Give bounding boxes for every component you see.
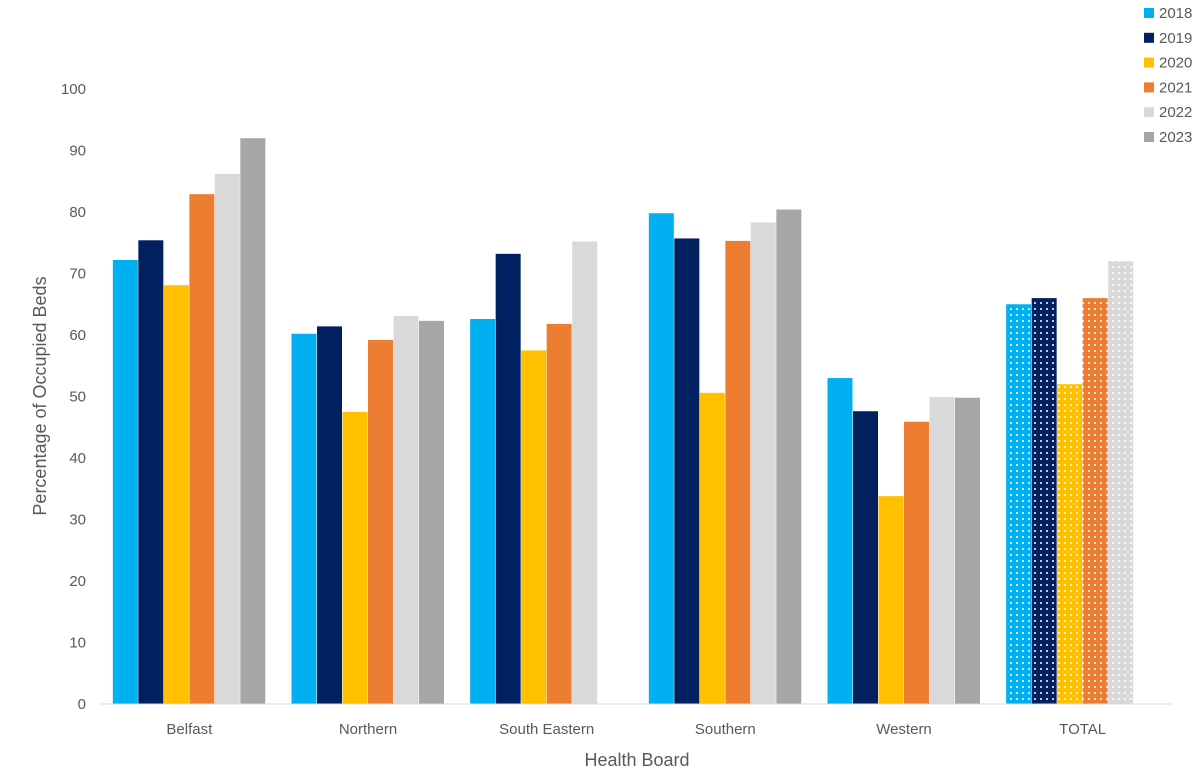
legend-swatch-2021: [1144, 82, 1154, 93]
x-tick-label: Southern: [695, 721, 756, 738]
x-tick-label: South Eastern: [499, 721, 594, 738]
bar-western-2020: [878, 496, 904, 704]
bar-western-2023: [955, 397, 980, 704]
bar-belfast-2022: [214, 173, 240, 704]
legend: 2018 2019 2020 2021 2022 2023: [1144, 5, 1192, 146]
y-tick-label: 20: [69, 573, 86, 590]
bar-belfast-2021: [189, 194, 215, 705]
legend-swatch-2018: [1144, 8, 1154, 18]
bar-belfast-2020: [163, 285, 189, 704]
x-tick-label: Western: [876, 721, 932, 738]
bar-total-2018: [1006, 304, 1032, 704]
x-axis-ticks: Belfast Northern South Eastern Southern West…: [166, 721, 1106, 738]
bar-south-eastern-2018: [470, 319, 496, 704]
legend-swatch-2023: [1144, 132, 1154, 142]
y-axis-ticks: 0 10 20 30 40 50 60 70 80 90 100: [61, 81, 86, 713]
x-tick-label: Northern: [339, 721, 397, 738]
y-tick-label: 80: [69, 204, 86, 221]
bar-southern-2023: [776, 209, 802, 705]
y-tick-label: 30: [69, 512, 86, 529]
legend-label-2018: 2018: [1159, 5, 1192, 22]
bar-total-2022: [1108, 261, 1134, 704]
legend-label-2021: 2021: [1159, 79, 1192, 96]
y-tick-label: 40: [69, 450, 86, 467]
x-tick-label: TOTAL: [1059, 721, 1106, 738]
bar-southern-2018: [648, 213, 674, 705]
bar-south-eastern-2021: [546, 323, 572, 704]
bar-southern-2021: [725, 240, 751, 704]
bars: [112, 138, 1134, 705]
bar-northern-2021: [368, 339, 393, 704]
bar-western-2018: [827, 378, 853, 704]
y-tick-label: 100: [61, 81, 86, 98]
x-axis-title: Health Board: [584, 750, 689, 770]
y-axis-title: Percentage of Occupied Beds: [30, 276, 50, 515]
bar-total-2021: [1082, 298, 1108, 704]
y-tick-label: 70: [69, 266, 86, 283]
bar-northern-2019: [317, 326, 342, 704]
bar-northern-2023: [419, 320, 444, 704]
bar-southern-2019: [674, 238, 700, 704]
x-tick-label: Belfast: [166, 721, 213, 738]
bar-total-2020: [1057, 384, 1083, 704]
bar-south-eastern-2022: [572, 241, 598, 704]
y-tick-label: 90: [69, 143, 86, 160]
legend-swatch-2019: [1144, 32, 1154, 43]
bar-northern-2020: [342, 411, 368, 704]
y-tick-label: 0: [78, 696, 86, 713]
bar-south-eastern-2020: [521, 350, 547, 704]
y-tick-label: 10: [69, 635, 86, 652]
bar-belfast-2018: [112, 259, 138, 704]
bar-total-2019: [1031, 298, 1057, 704]
legend-label-2019: 2019: [1159, 30, 1192, 47]
legend-label-2022: 2022: [1159, 104, 1192, 121]
bar-belfast-2023: [240, 138, 266, 704]
legend-swatch-2020: [1144, 57, 1154, 68]
bar-southern-2022: [750, 222, 776, 704]
y-tick-label: 50: [69, 389, 86, 406]
bar-western-2019: [853, 411, 878, 704]
legend-label-2020: 2020: [1159, 55, 1192, 72]
bar-western-2022: [929, 397, 955, 704]
bar-northern-2018: [291, 333, 317, 704]
bar-south-eastern-2019: [495, 253, 521, 704]
bar-belfast-2019: [138, 240, 164, 705]
bar-western-2021: [904, 421, 929, 704]
bar-northern-2022: [393, 315, 419, 704]
legend-label-2023: 2023: [1159, 129, 1192, 146]
y-tick-label: 60: [69, 327, 86, 344]
bar-southern-2020: [699, 392, 725, 704]
legend-swatch-2022: [1144, 107, 1154, 118]
